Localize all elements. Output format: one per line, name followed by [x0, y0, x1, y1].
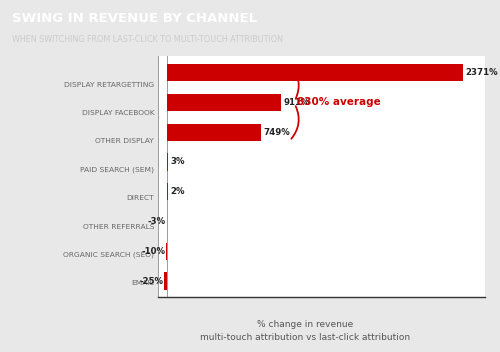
Text: SWING IN REVENUE BY CHANNEL: SWING IN REVENUE BY CHANNEL: [12, 12, 258, 25]
Text: EMAIL: EMAIL: [132, 280, 154, 286]
Bar: [164, 272, 168, 290]
Text: OTHER REFERRALS: OTHER REFERRALS: [82, 224, 154, 230]
Text: PAID SEARCH (SEM): PAID SEARCH (SEM): [80, 166, 154, 173]
Text: 2371%: 2371%: [465, 68, 498, 77]
Text: -3%: -3%: [148, 217, 166, 226]
Text: DISPLAY RETARGETTING: DISPLAY RETARGETTING: [64, 82, 154, 88]
Text: % change in revenue: % change in revenue: [257, 320, 353, 329]
Text: WHEN SWITCHING FROM LAST-CLICK TO MULTI-TOUCH ATTRIBUTION: WHEN SWITCHING FROM LAST-CLICK TO MULTI-…: [12, 36, 283, 44]
Text: -25%: -25%: [140, 277, 164, 285]
Text: -10%: -10%: [141, 247, 165, 256]
Bar: [166, 243, 168, 260]
Bar: [168, 94, 281, 111]
Text: ORGANIC SEARCH (SEO): ORGANIC SEARCH (SEO): [63, 252, 154, 258]
Text: 3%: 3%: [170, 157, 184, 166]
Bar: [168, 64, 463, 81]
Text: multi-touch attribution vs last-click attribution: multi-touch attribution vs last-click at…: [200, 333, 410, 342]
Bar: [168, 124, 260, 141]
Text: DIRECT: DIRECT: [126, 195, 154, 201]
Text: DISPLAY FACEBOOK: DISPLAY FACEBOOK: [82, 110, 154, 116]
Text: 830% average: 830% average: [296, 98, 380, 107]
Text: 749%: 749%: [263, 128, 289, 137]
Text: 911%: 911%: [283, 98, 310, 107]
Text: 2%: 2%: [170, 187, 184, 196]
Text: OTHER DISPLAY: OTHER DISPLAY: [96, 138, 154, 144]
